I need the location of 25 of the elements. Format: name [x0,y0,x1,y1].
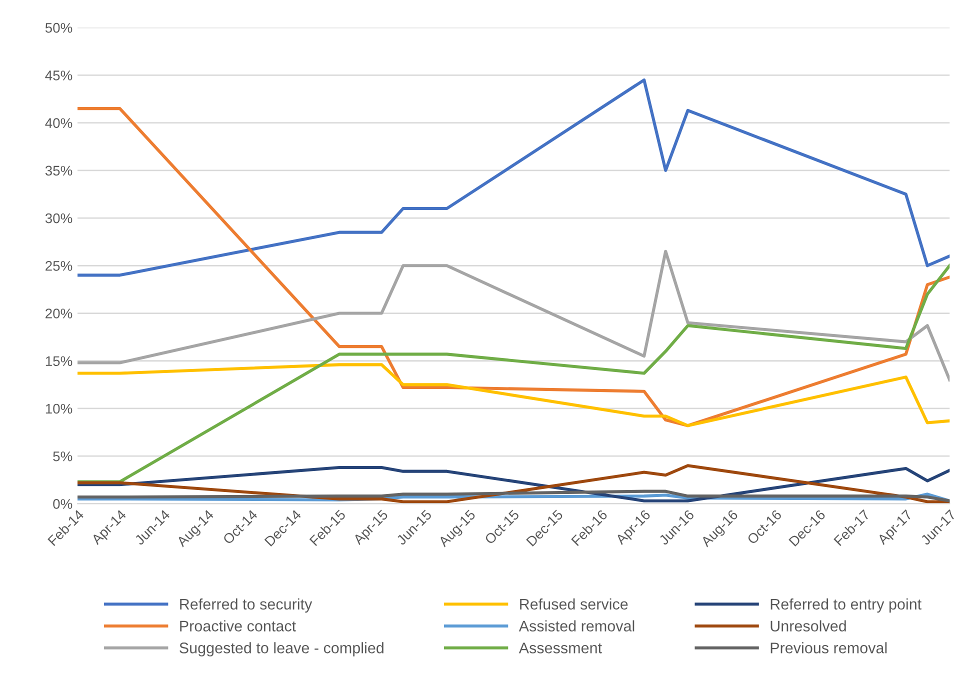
line-series [78,490,950,502]
line-series [78,250,950,382]
y-tick-label: 5% [53,451,72,462]
y-tick-label: 45% [45,70,72,80]
y-tick-label: 20% [46,308,72,318]
legend-label: Referred to entry point [770,598,922,613]
legend-label: Unresolved [770,620,846,632]
legend-label: Assisted removal [518,620,634,632]
line-series [78,78,950,277]
y-tick-label: 30% [45,213,72,224]
legend-label: Assessment [518,642,602,654]
legend-label: Previous removal [770,642,887,654]
y-tick-label: 0% [53,499,72,509]
y-tick-label: 15% [46,356,72,366]
legend-label: Referred to security [180,598,312,613]
y-tick-label: 50% [45,22,72,33]
legend-label: Proactive contact [180,620,296,632]
legend-label: Refused service [520,598,628,610]
legend-label: Suggested to leave - complied [180,642,384,656]
y-tick-label: 35% [45,166,72,176]
line-series [78,264,950,484]
y-tick-label: 10% [46,404,72,414]
y-tick-label: 40% [45,118,72,128]
y-tick-label: 25% [46,260,72,271]
line-series [78,363,950,428]
